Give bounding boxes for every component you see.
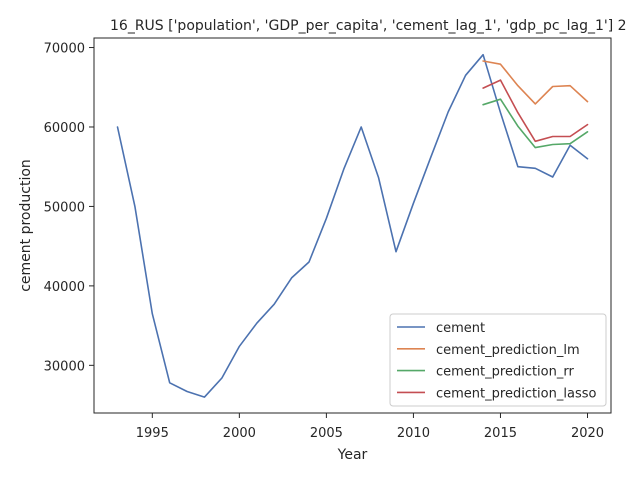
y-axis: 30000 40000 50000 60000 70000: [44, 42, 94, 374]
x-axis: 1995 2000 2005 2010 2015 2020: [136, 413, 604, 441]
x-tick-label: 1995: [136, 426, 169, 441]
x-axis-label: Year: [337, 447, 368, 463]
legend-label: cement_prediction_rr: [436, 365, 574, 380]
series-layer: [116, 53, 589, 398]
axes-frame: [93, 37, 612, 414]
legend-label: cement_prediction_lm: [436, 343, 580, 358]
series-line-cement_prediction_lasso: [482, 79, 589, 143]
legend: cement cement_prediction_lm cement_predict…: [389, 313, 607, 407]
legend-label: cement_prediction_lasso: [436, 386, 596, 401]
series-line-cement: [116, 53, 589, 398]
y-tick-label: 50000: [44, 200, 85, 215]
x-tick-label: 2005: [310, 426, 343, 441]
series-line-cement_prediction_rr: [482, 98, 589, 149]
x-tick-label: 2015: [484, 426, 517, 441]
y-tick-label: 30000: [44, 359, 85, 374]
chart-title: 16_RUS ['population', 'GDP_per_capita', …: [110, 18, 627, 34]
legend-box: [389, 313, 607, 407]
plot-area: [93, 37, 612, 414]
x-tick-label: 2000: [223, 426, 256, 441]
y-tick-label: 60000: [44, 121, 85, 136]
series-line-cement_prediction_lm: [482, 60, 589, 105]
legend-label: cement: [436, 321, 485, 336]
x-tick-label: 2010: [397, 426, 430, 441]
y-tick-label: 70000: [44, 42, 85, 57]
y-axis-label: cement production: [18, 159, 34, 292]
y-tick-label: 40000: [44, 280, 85, 295]
x-tick-label: 2020: [571, 426, 604, 441]
